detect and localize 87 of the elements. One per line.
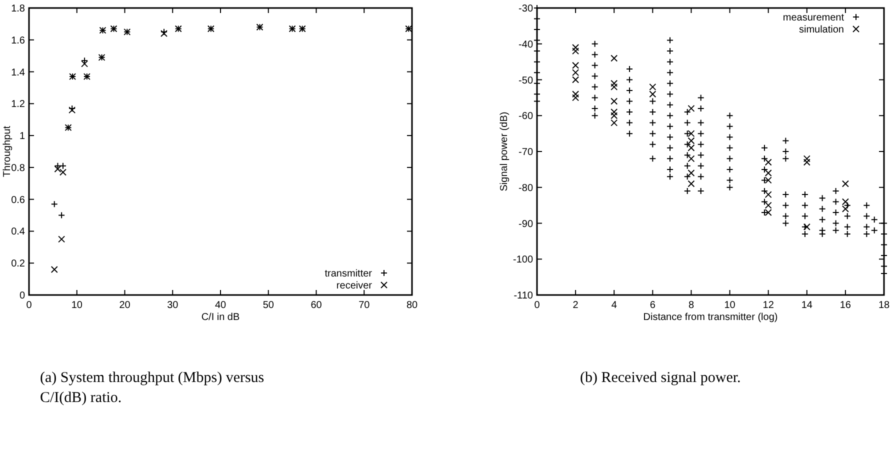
legend-label: transmitter [324,268,373,280]
point [160,30,168,38]
point [764,191,772,198]
point [842,198,849,206]
x-tick-label: 18 [878,300,890,311]
point [81,60,88,68]
point [764,176,772,184]
point [572,69,580,76]
y-tick-label: -80 [518,182,534,194]
legend-label: simulation [798,24,844,36]
x-tick-label: 20 [119,300,131,311]
point [68,106,76,114]
x-tick-label: 4 [611,300,618,311]
x-tick-label: 40 [214,300,226,311]
y-tick-label: 1.2 [11,99,26,110]
x-tick-label: 2 [572,300,579,311]
x-tick-label: 10 [724,300,736,311]
point [610,98,618,105]
text: (a) System throughput (Mbps) versus C/I(dB) ratio. [40,370,264,406]
point [803,155,810,162]
point [572,94,580,102]
y-tick-label: 0.4 [11,226,26,238]
y-tick-label: -70 [518,147,534,158]
point [610,54,618,62]
legend-label: receiver [336,280,373,292]
point [688,144,695,152]
y-tick-label: -110 [514,290,534,302]
x-tick-label: 70 [358,300,370,311]
point [688,104,695,112]
point [610,119,618,126]
x-axis-title: Distance from transmitter (log) [643,312,778,323]
x-tick-label: 80 [406,300,418,311]
point [50,200,58,208]
x-tick-label: 6 [650,300,656,311]
point [764,158,772,166]
point [572,62,580,69]
y-tick-label: -30 [518,4,534,14]
y-tick-label: -100 [512,254,534,266]
y-axis-title: Throughput [2,126,13,178]
y-tick-label: 0.2 [11,258,26,270]
x-tick-label: 8 [688,300,694,311]
y-tick-label: 1.4 [11,67,26,78]
x-tick-label: 0 [26,300,32,311]
legend-label: measurement [782,12,844,24]
text: (b) Received signal power. [580,370,741,386]
point [610,83,618,90]
point [572,44,580,51]
point [688,130,695,138]
y-tick-label: -60 [518,111,534,122]
x-tick-label: 10 [71,300,83,311]
point [572,48,580,55]
y-tick-label: 1 [19,131,26,142]
y-axis-title: Signal power (dB) [499,112,510,192]
y-tick-label: -90 [518,218,534,230]
point [764,202,772,209]
point [842,180,849,188]
y-tick-label: 1.6 [11,35,26,46]
point [803,223,810,230]
point [58,212,66,219]
point [842,205,849,212]
y-tick-label: -40 [518,39,534,50]
x-tick-label: 50 [262,300,274,311]
x-tick-label: 0 [534,300,540,311]
point [803,158,810,166]
point [610,80,618,87]
point [572,76,580,84]
x-tick-label: 60 [310,300,322,311]
x-axis-title: C/I in dB [201,312,240,323]
x-tick-label: 30 [167,300,179,311]
y-tick-label: 0.6 [11,194,26,206]
y-tick-label: 0 [19,290,26,302]
x-tick-label: 16 [840,300,852,311]
point [649,83,656,90]
point [572,90,580,98]
point [610,108,618,116]
point [764,170,772,177]
point [58,236,66,243]
point [649,90,656,98]
point [50,266,58,273]
y-tick-label: 1.8 [11,4,26,14]
y-tick-label: 0.8 [11,162,26,174]
point [764,208,772,216]
x-tick-label: 12 [762,300,774,311]
point [610,112,618,120]
y-tick-label: -50 [518,75,534,86]
x-tick-label: 14 [801,300,813,311]
point [688,155,695,162]
